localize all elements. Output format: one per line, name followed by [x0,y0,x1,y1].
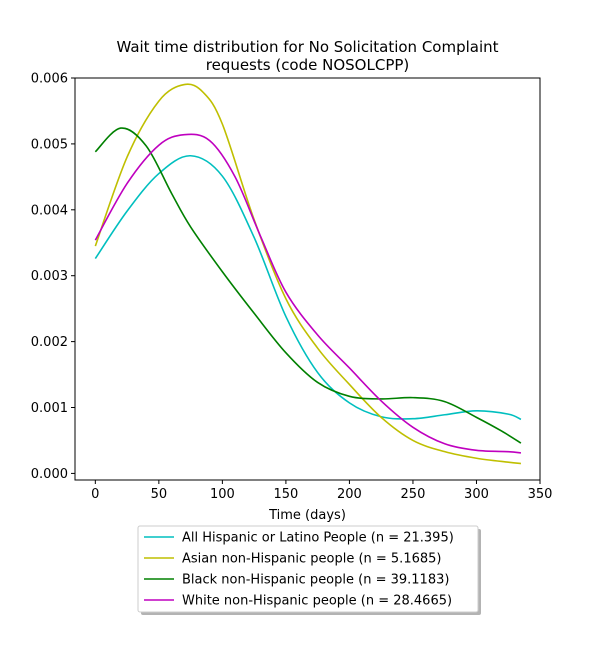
legend-label-0: All Hispanic or Latino People (n = 21.39… [182,531,454,546]
legend-box [137,525,479,613]
legend-label-2: Black non-Hispanic people (n = 39.1183) [182,573,449,588]
x-tick-label: 200 [337,487,362,502]
y-tick-label: 0.000 [31,467,68,482]
x-tick-label: 0 [91,487,99,502]
chart-title-line-1: Wait time distribution for No Solicitati… [116,38,498,56]
legend-label-3: White non-Hispanic people (n = 28.4665) [182,594,452,609]
y-axis: 0.000 0.001 0.002 0.003 0.004 0.005 0.006 [31,72,75,482]
x-axis-label: Time (days) [268,508,346,523]
y-tick-label: 0.001 [31,401,68,416]
series-line-0 [94,154,522,421]
x-tick-label: 350 [528,487,553,502]
plot-frame [74,77,541,481]
x-tick-label: 250 [401,487,426,502]
series-layer [94,83,522,465]
x-tick-label: 50 [151,487,168,502]
y-tick-label: 0.006 [31,72,68,87]
series-line-2 [94,127,522,444]
y-tick-label: 0.002 [31,335,68,350]
series-line-3 [94,133,522,454]
y-tick-label: 0.005 [31,137,68,152]
x-axis: 0 50 100 150 200 250 300 350 [91,480,552,502]
legend-items: All Hispanic or Latino People (n = 21.39… [144,531,454,609]
chart-title-line-2: requests (code NOSOLCPP) [206,56,410,74]
y-tick-label: 0.003 [31,269,68,284]
x-tick-label: 100 [210,487,235,502]
legend-label-1: Asian non-Hispanic people (n = 5.1685) [182,552,441,567]
x-tick-label: 150 [273,487,298,502]
x-tick-label: 300 [464,487,489,502]
series-line-1 [94,83,522,465]
y-tick-label: 0.004 [31,203,68,218]
legend: All Hispanic or Latino People (n = 21.39… [137,525,481,615]
